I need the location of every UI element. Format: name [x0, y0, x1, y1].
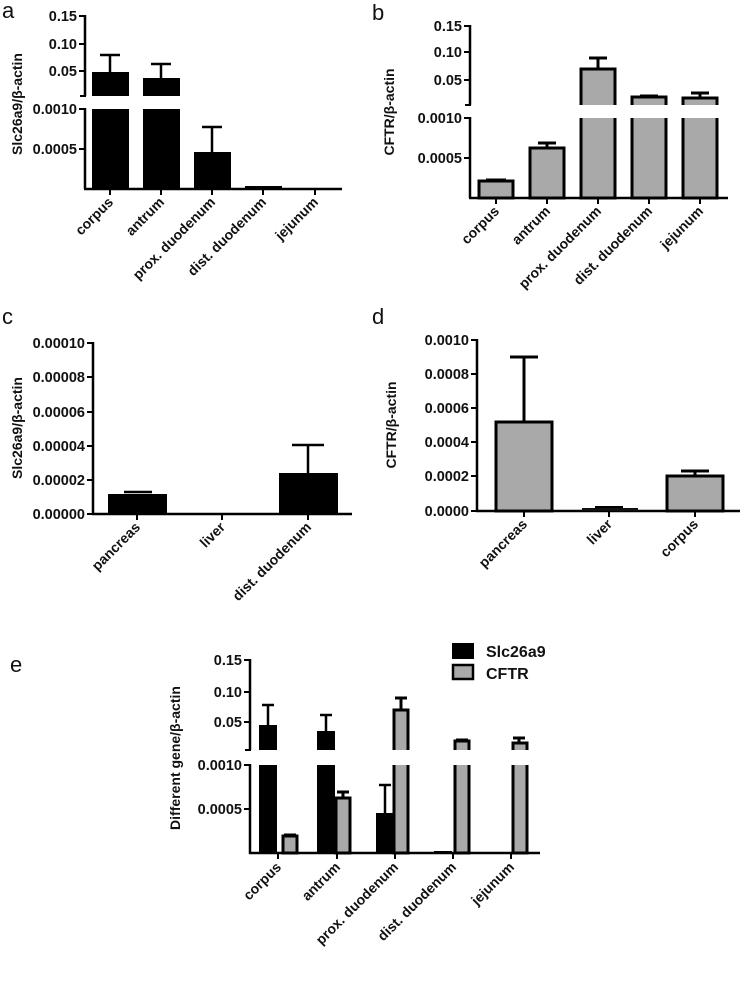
x-category-label: dist. duodenum	[229, 519, 314, 604]
y-tick-label: 0.05	[214, 715, 242, 731]
bars-cftr	[477, 56, 719, 200]
panel-d: d CFTR/β-actin 0.0010 0.0008 0.0006 0.00…	[372, 304, 740, 571]
x-category-label: jejunum	[271, 194, 321, 244]
x-category-label: antrum	[298, 859, 343, 904]
y-tick-label: 0.05	[49, 64, 77, 80]
x-category-label: jejunum	[467, 859, 517, 909]
y-tick-label: 0.0010	[425, 333, 469, 349]
y-tick-label: 0.00010	[33, 336, 85, 352]
x-category-label: pancreas	[88, 519, 143, 574]
x-category-label: corpus	[458, 203, 502, 247]
bars-slc26a9	[108, 443, 338, 514]
y-tick-label: 0.10	[49, 37, 77, 53]
y-tick-label: 0.0002	[425, 469, 469, 485]
x-category-label: antrum	[122, 194, 167, 239]
panel-letter-c: c	[2, 304, 13, 329]
y-tick-label: 0.05	[434, 73, 462, 89]
x-category-label: corpus	[72, 194, 116, 238]
panel-e: e Different gene/β-actin 0.15 0.10 0.05 …	[10, 643, 546, 948]
y-axis-label: Different gene/β-actin	[167, 686, 183, 830]
bars-slc26a9	[259, 703, 510, 853]
y-tick-label: 0.0008	[425, 367, 469, 383]
y-axis-label: Slc26a9/β-actin	[9, 53, 25, 155]
legend: Slc26a9 CFTR	[451, 643, 546, 683]
bars-cftr	[281, 696, 529, 855]
y-tick-label: 0.0000	[425, 504, 469, 520]
x-category-label: antrum	[508, 203, 553, 248]
x-category-label: corpus	[657, 516, 701, 560]
y-tick-label: 0.0010	[198, 758, 242, 774]
panel-letter-b: b	[372, 0, 384, 25]
x-category-label: jejunum	[656, 203, 706, 253]
y-tick-label: 0.00004	[33, 439, 85, 455]
legend-label-cftr: CFTR	[486, 666, 529, 683]
legend-swatch-cftr	[451, 663, 475, 681]
y-tick-label: 0.00006	[33, 405, 85, 421]
legend-swatch-slc26a9	[452, 643, 474, 659]
panel-b: b CFTR/β-actin 0.15 0.10 0.05 0.0010 0.0…	[372, 0, 728, 292]
y-tick-label: 0.10	[434, 45, 462, 61]
y-tick-label: 0.00002	[33, 473, 85, 489]
panel-letter-e: e	[10, 652, 22, 677]
panel-c: c Slc26a9/β-actin 0.00010 0.00008 0.0000…	[2, 304, 352, 604]
y-tick-label: 0.10	[214, 685, 242, 701]
y-tick-label: 0.0005	[33, 142, 77, 158]
x-category-label: pancreas	[475, 516, 530, 571]
legend-label-slc26a9: Slc26a9	[486, 644, 546, 661]
y-tick-label: 0.15	[214, 653, 242, 669]
x-category-label: liver	[583, 515, 615, 547]
panel-letter-d: d	[372, 304, 384, 329]
y-tick-label: 0.15	[49, 9, 77, 25]
y-axis-label: CFTR/β-actin	[383, 381, 399, 468]
panel-a: a Slc26a9/β-actin 0.15 0.10 0.05 0.0010 …	[2, 0, 342, 283]
y-tick-label: 0.0004	[425, 435, 469, 451]
bars-cftr	[494, 355, 725, 513]
y-tick-label: 0.00000	[33, 507, 85, 523]
y-tick-label: 0.00008	[33, 370, 85, 386]
y-tick-label: 0.0005	[418, 151, 462, 167]
y-tick-label: 0.0006	[425, 401, 469, 417]
bars-slc26a9	[92, 53, 333, 189]
x-category-label: corpus	[240, 859, 284, 903]
y-tick-label: 0.15	[434, 19, 462, 35]
panel-letter-a: a	[2, 0, 15, 23]
x-category-label: liver	[196, 518, 228, 550]
y-tick-label: 0.0010	[33, 102, 77, 118]
y-tick-label: 0.0005	[198, 802, 242, 818]
y-axis-label: CFTR/β-actin	[381, 68, 397, 155]
y-axis-label: Slc26a9/β-actin	[9, 377, 25, 479]
y-tick-label: 0.0010	[418, 111, 462, 127]
